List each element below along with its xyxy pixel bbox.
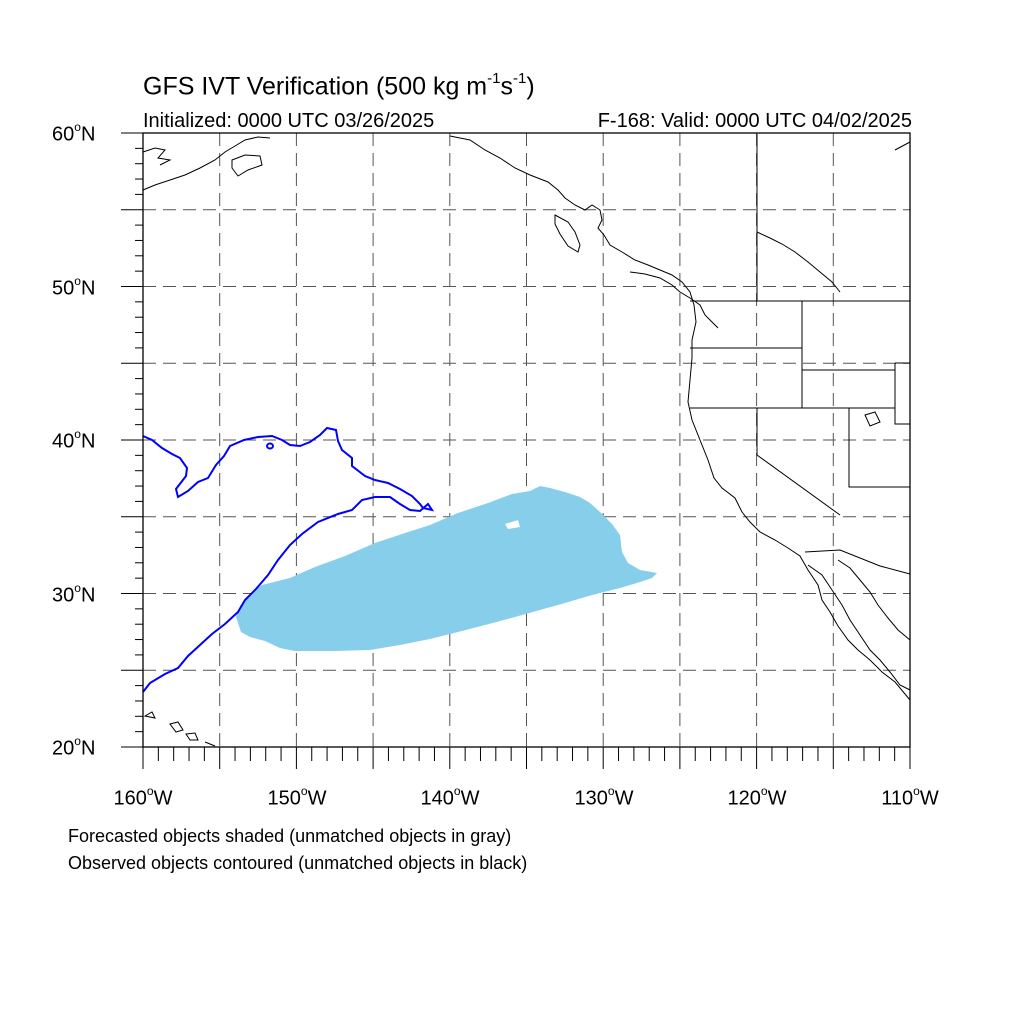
init-time-label: Initialized: 0000 UTC 03/26/2025 (143, 110, 435, 132)
lat-label-30: 30oN (52, 581, 96, 607)
valid-time-label: F-168: Valid: 0000 UTC 04/02/2025 (597, 110, 912, 132)
forecast-object-shaded (236, 486, 657, 651)
lat-label-40: 40oN (52, 427, 96, 453)
lon-label-160w: 160oW (113, 784, 173, 810)
lon-label-140w: 140oW (420, 784, 480, 810)
forecast-note: Forecasted objects shaded (unmatched obj… (68, 826, 512, 846)
observed-note: Observed objects contoured (unmatched ob… (68, 853, 528, 873)
lon-label-150w: 150oW (267, 784, 327, 810)
lon-label-110w: 110oW (881, 784, 939, 810)
observed-object-small (266, 442, 274, 450)
chart-title: GFS IVT Verification (500 kg m-1s-1) (143, 70, 535, 101)
axis-ticks (121, 132, 911, 769)
lat-label-20: 20oN (52, 734, 96, 760)
lon-label-130w: 130oW (574, 784, 634, 810)
forecast-object-hole (505, 520, 520, 529)
coastlines (142, 135, 911, 747)
lat-label-50: 50oN (52, 274, 96, 300)
grid-lines (143, 133, 910, 747)
lat-label-60: 60oN (52, 120, 96, 146)
political-borders (690, 134, 911, 575)
observed-object-contour (142, 426, 435, 693)
lon-label-120w: 120oW (727, 784, 787, 810)
